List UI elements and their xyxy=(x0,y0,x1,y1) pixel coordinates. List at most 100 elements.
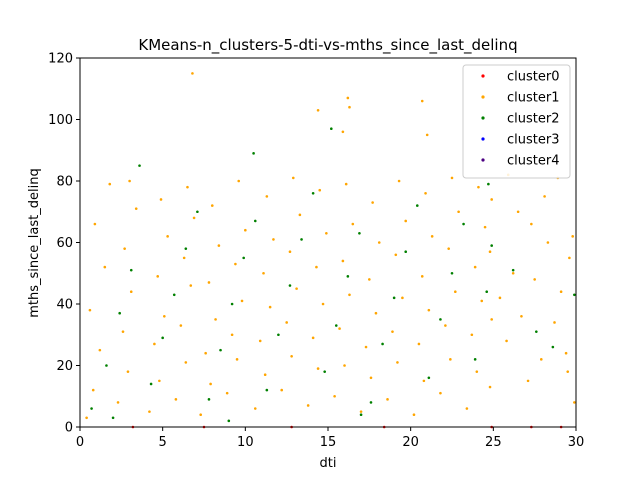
data-point-cluster1 xyxy=(490,198,493,201)
x-tick-label: 30 xyxy=(568,435,585,450)
data-point-cluster1 xyxy=(348,105,351,109)
data-point-cluster1 xyxy=(321,302,325,306)
data-point-cluster1 xyxy=(209,382,212,386)
data-point-cluster1 xyxy=(401,296,404,300)
data-point-cluster2 xyxy=(252,152,255,155)
data-point-cluster1 xyxy=(526,379,530,383)
data-point-cluster2 xyxy=(473,358,477,361)
data-point-cluster2 xyxy=(277,333,280,337)
data-point-cluster1 xyxy=(189,284,193,287)
data-point-cluster2 xyxy=(138,164,141,167)
data-point-cluster1 xyxy=(573,401,576,404)
data-point-cluster1 xyxy=(244,228,247,232)
data-point-cluster1 xyxy=(394,253,398,257)
data-point-cluster1 xyxy=(207,281,211,284)
data-point-cluster2 xyxy=(149,382,153,386)
data-point-cluster1 xyxy=(351,222,355,226)
data-point-cluster1 xyxy=(184,361,188,364)
data-point-cluster1 xyxy=(186,185,189,189)
y-tick-label: 40 xyxy=(56,298,73,313)
data-point-cluster1 xyxy=(477,185,480,189)
data-point-cluster1 xyxy=(498,296,502,300)
data-point-cluster1 xyxy=(192,216,196,220)
data-point-cluster2 xyxy=(300,238,303,241)
data-point-cluster1 xyxy=(199,413,202,417)
data-point-cluster1 xyxy=(359,410,363,413)
data-point-cluster1 xyxy=(348,293,351,297)
data-point-cluster1 xyxy=(559,290,563,294)
data-point-cluster1 xyxy=(533,278,536,281)
x-tick-label: 0 xyxy=(76,435,84,450)
data-point-cluster1 xyxy=(368,278,371,281)
data-point-cluster1 xyxy=(488,385,492,389)
data-point-cluster1 xyxy=(240,299,244,303)
data-point-cluster1 xyxy=(447,247,450,250)
y-axis-title: mths_since_last_delinq xyxy=(27,168,42,317)
data-point-cluster1 xyxy=(108,182,112,186)
data-point-cluster2 xyxy=(230,302,234,306)
data-point-cluster1 xyxy=(156,275,160,278)
data-point-cluster1 xyxy=(265,195,269,198)
data-point-cluster2 xyxy=(196,210,199,214)
legend-box xyxy=(462,64,571,179)
data-point-cluster1 xyxy=(505,339,508,343)
data-point-cluster1 xyxy=(262,271,265,275)
data-point-cluster2 xyxy=(172,293,176,297)
data-point-cluster1 xyxy=(103,265,107,269)
data-point-cluster2 xyxy=(535,330,538,333)
data-point-cluster1 xyxy=(516,210,520,214)
legend: cluster0 cluster1 cluster2 cluster3 cluster4 xyxy=(462,64,571,179)
data-point-cluster1 xyxy=(121,330,125,333)
data-point-cluster1 xyxy=(475,370,479,373)
data-point-cluster2 xyxy=(346,275,350,278)
legend-marker-cluster3 xyxy=(481,137,485,141)
data-point-cluster1 xyxy=(344,182,348,186)
data-point-cluster1 xyxy=(123,247,126,250)
data-point-cluster1 xyxy=(318,188,322,192)
legend-label-cluster0: cluster0 xyxy=(507,70,559,85)
data-point-cluster1 xyxy=(129,290,133,294)
data-point-cluster1 xyxy=(343,364,346,367)
ticks-layer: 0 5 10 15 20 25 30 0 20 40 60 80 100 120 xyxy=(48,52,584,451)
data-point-cluster1 xyxy=(163,315,166,318)
data-point-cluster1 xyxy=(371,201,374,204)
data-point-cluster2 xyxy=(404,250,408,254)
data-point-cluster2 xyxy=(90,407,93,410)
data-point-cluster1 xyxy=(422,379,426,383)
data-point-cluster1 xyxy=(272,238,275,241)
data-point-cluster2 xyxy=(227,419,231,423)
data-point-cluster1 xyxy=(571,235,574,238)
data-point-cluster1 xyxy=(280,388,284,392)
data-point-cluster1 xyxy=(288,250,292,254)
data-point-cluster1 xyxy=(364,345,368,349)
data-point-cluster2 xyxy=(392,296,396,300)
data-point-cluster1 xyxy=(268,305,272,309)
points-layer xyxy=(85,72,576,429)
data-point-cluster1 xyxy=(420,275,424,278)
data-point-cluster1 xyxy=(235,358,239,361)
data-point-cluster1 xyxy=(166,235,169,238)
data-point-cluster1 xyxy=(179,324,183,327)
data-point-cluster2 xyxy=(427,376,431,380)
data-point-cluster1 xyxy=(386,398,389,401)
data-point-cluster1 xyxy=(397,179,401,183)
data-point-cluster1 xyxy=(148,410,151,413)
data-point-cluster1 xyxy=(204,351,207,355)
data-point-cluster1 xyxy=(88,308,92,312)
y-tick-label: 80 xyxy=(56,175,73,190)
data-point-cluster1 xyxy=(174,398,178,401)
data-point-cluster1 xyxy=(182,256,186,260)
data-point-cluster1 xyxy=(444,324,447,327)
data-point-cluster2 xyxy=(111,416,115,420)
data-point-cluster1 xyxy=(128,179,131,183)
data-point-cluster1 xyxy=(412,413,416,417)
data-point-cluster2 xyxy=(490,244,493,247)
data-point-cluster1 xyxy=(483,225,487,229)
x-tick-label: 20 xyxy=(402,435,419,450)
data-point-cluster1 xyxy=(490,318,493,321)
legend-marker-cluster2 xyxy=(481,116,485,120)
x-tick-label: 15 xyxy=(320,435,337,450)
data-point-cluster1 xyxy=(539,358,543,361)
data-point-cluster2 xyxy=(462,222,465,226)
data-point-cluster1 xyxy=(93,222,97,226)
